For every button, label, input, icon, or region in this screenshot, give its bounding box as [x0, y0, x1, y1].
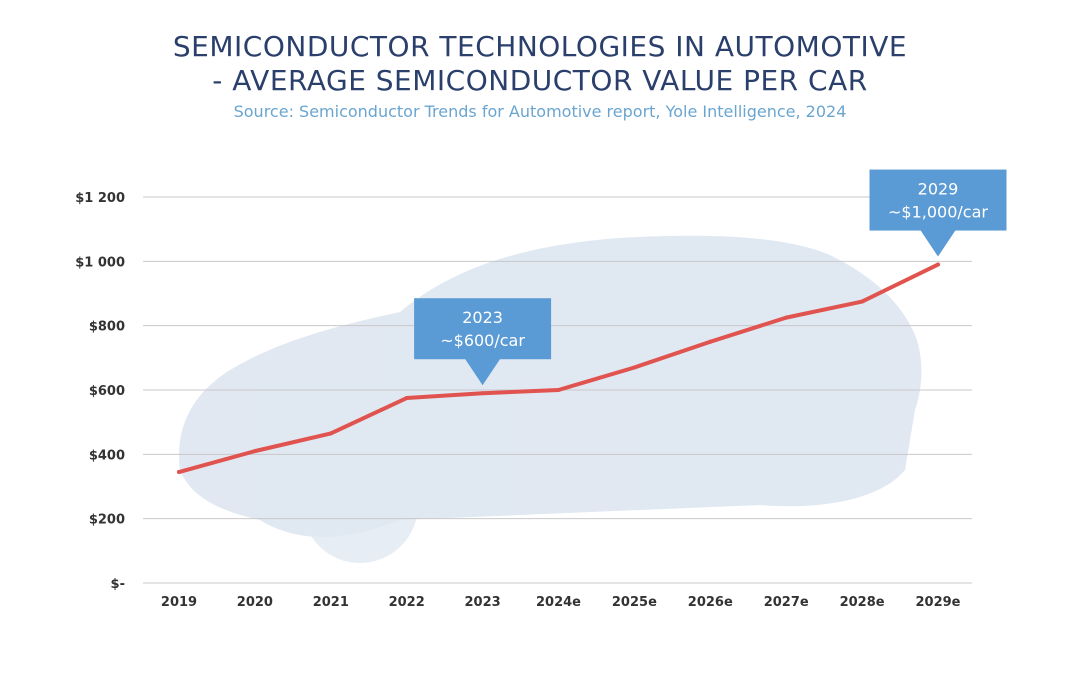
x-tick-label: 2027e — [764, 595, 809, 610]
callout-arrow — [920, 229, 956, 257]
car-rear-wheel — [750, 385, 860, 495]
callout-2029: 2029 ~$1,000/car — [869, 169, 1007, 257]
callout-box — [869, 169, 1007, 231]
x-tick-label: 2020 — [237, 595, 273, 610]
data-point — [480, 391, 485, 396]
y-tick-label: $- — [111, 577, 125, 592]
data-point — [328, 431, 333, 436]
car-illustration — [179, 235, 922, 563]
y-tick-label: $800 — [89, 320, 125, 335]
data-point — [177, 470, 181, 475]
data-point — [784, 315, 789, 320]
x-tick-label: 2029e — [916, 595, 961, 610]
data-point — [252, 449, 257, 454]
y-tick-label: $200 — [89, 513, 125, 528]
x-tick-label: 2021 — [313, 595, 349, 610]
y-tick-label: $1 200 — [75, 191, 125, 206]
car-front-wheel — [302, 447, 418, 563]
x-tick-label: 2024e — [536, 595, 581, 610]
callout-value: ~$600/car — [440, 331, 525, 350]
car-window — [410, 250, 850, 312]
y-tick-label: $400 — [89, 448, 125, 463]
x-tick-label: 2023 — [465, 595, 501, 610]
chart-subtitle: Source: Semiconductor Trends for Automot… — [233, 102, 847, 121]
x-tick-label: 2025e — [612, 595, 657, 610]
chart-title-line-2: - AVERAGE SEMICONDUCTOR VALUE PER CAR — [212, 64, 868, 97]
callout-arrow — [464, 358, 501, 386]
chart-title: SEMICONDUCTOR TECHNOLOGIES IN AUTOMOTIVE… — [0, 30, 1080, 98]
x-tick-label: 2026e — [688, 595, 733, 610]
chart-title-line-1: SEMICONDUCTOR TECHNOLOGIES IN AUTOMOTIVE — [172, 30, 908, 63]
data-point — [860, 299, 865, 304]
x-tick-label: 2022 — [389, 595, 425, 610]
callout-year: 2029 — [918, 180, 959, 199]
callout-2023: 2023 ~$600/car — [414, 298, 552, 386]
x-tick-label: 2028e — [840, 595, 885, 610]
y-tick-label: $1 000 — [75, 255, 125, 270]
data-point — [708, 339, 713, 344]
car-body — [179, 235, 922, 537]
data-point — [404, 396, 409, 401]
callout-box — [414, 298, 552, 360]
callout-value: ~$1,000/car — [888, 203, 988, 222]
y-tick-label: $600 — [89, 384, 125, 399]
x-tick-label: 2019 — [161, 595, 197, 610]
data-point — [556, 388, 561, 392]
callout-year: 2023 — [462, 308, 503, 327]
data-point — [936, 262, 940, 267]
data-point — [632, 365, 637, 370]
